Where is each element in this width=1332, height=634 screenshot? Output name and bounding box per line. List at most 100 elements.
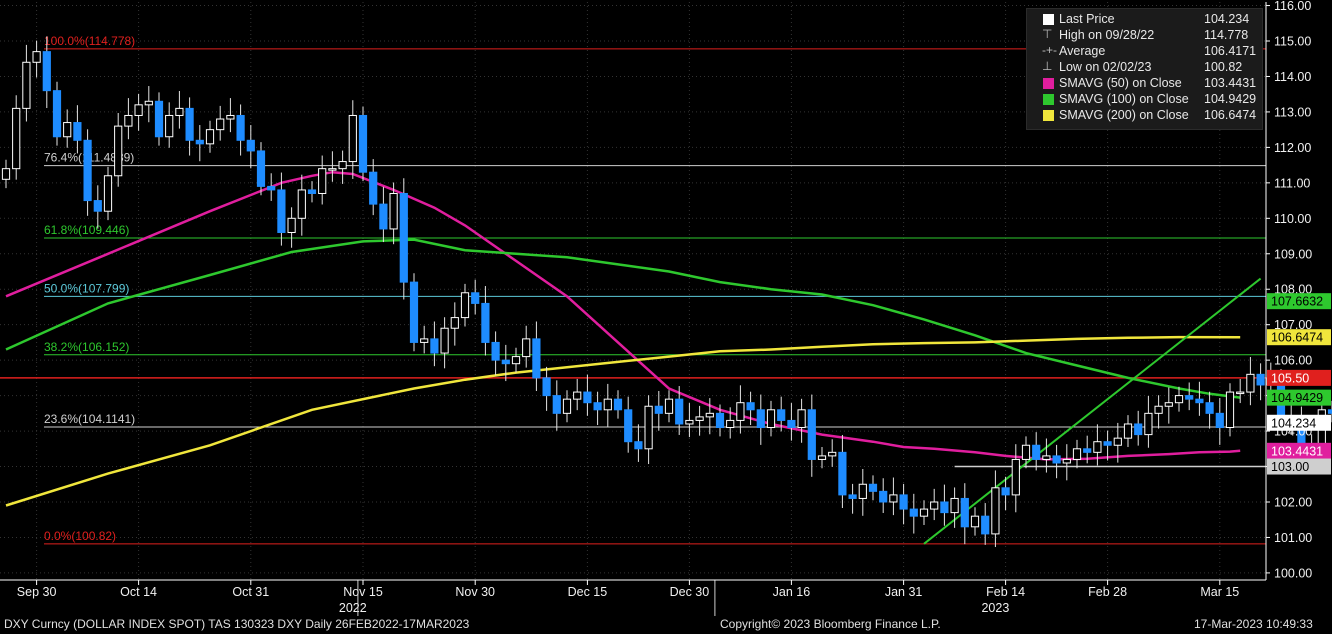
price-tag (1267, 369, 1331, 386)
candle-body (532, 338, 541, 379)
candle-body (124, 114, 133, 127)
y-tick-label: 115.00 (1274, 35, 1311, 49)
x-tick-label: Sep 30 (17, 585, 57, 599)
legend-value: 103.4431 (1204, 76, 1257, 90)
fib-label: 50.0%(107.799) (44, 281, 129, 295)
candle-body (12, 107, 21, 170)
moving-average-line (5, 170, 1241, 461)
legend-box[interactable]: Last Price 104.234 ⊤ High on 09/28/22 11… (1026, 8, 1263, 130)
candle-body (481, 302, 490, 343)
x-tick-label: Oct 14 (120, 585, 157, 599)
y-tick-label: 102.00 (1274, 495, 1312, 509)
candle-body (1093, 441, 1102, 453)
candle-body (134, 104, 143, 116)
candle-body (1123, 423, 1133, 439)
legend-value: 106.4171 (1204, 44, 1257, 58)
candle-body (267, 185, 276, 191)
candle-body (1, 168, 11, 180)
candle-body (1185, 395, 1194, 400)
candle-body (828, 451, 837, 457)
moving-average-line (5, 335, 1241, 507)
y-tick-label: 106.00 (1274, 354, 1312, 368)
legend-value: 104.234 (1204, 12, 1250, 26)
candle-body (1083, 448, 1092, 453)
y-tick-label: 110.00 (1274, 212, 1311, 226)
candle-body (797, 409, 806, 429)
high-marker-icon: ⊤ (1042, 27, 1053, 41)
candle-body (644, 405, 653, 450)
candle-body (685, 419, 694, 425)
legend-label: SMAVG (50) on Close (1059, 76, 1182, 90)
candle-body (1144, 412, 1153, 436)
candle-body (695, 416, 704, 421)
price-tags-layer: 107.6632 106.6474 105.50 104.9429 104.234 103… (1267, 293, 1331, 475)
candle-body (409, 281, 419, 343)
candle-body (1001, 487, 1010, 496)
candle-body (379, 203, 388, 230)
candle-body (552, 395, 561, 414)
candle-body (1113, 437, 1122, 446)
candle-body (1134, 423, 1143, 436)
candle-body (216, 118, 225, 131)
x-tick-label: Mar 15 (1200, 585, 1239, 599)
price-tag (1267, 329, 1331, 346)
moving-average-line (5, 238, 1241, 399)
x-tick-label: Nov 15 (343, 585, 383, 599)
price-tag (1267, 293, 1331, 310)
candle-body (1011, 458, 1020, 496)
candle-body (1103, 441, 1112, 446)
trendline (923, 277, 1262, 545)
candle-body (1154, 405, 1163, 414)
candle-body (73, 122, 82, 141)
y-tick-label: 109.00 (1274, 247, 1312, 261)
price-tag (1267, 458, 1331, 475)
candle-body (32, 51, 41, 63)
candle-body (318, 168, 327, 194)
candle-body (1327, 409, 1332, 414)
candle-body (930, 501, 939, 510)
candle-body (879, 490, 888, 503)
candle-body (664, 398, 674, 414)
x-tick-label: Nov 30 (455, 585, 495, 599)
candle-body (358, 114, 368, 173)
candle-body (603, 398, 612, 411)
candles-layer (1, 36, 1332, 548)
candle-body (246, 139, 255, 152)
candle-body (705, 412, 714, 418)
candle-body (746, 402, 755, 411)
candle-body (848, 494, 857, 499)
x-tick-label: Feb 28 (1088, 585, 1127, 599)
price-tag-label: 104.9429 (1271, 391, 1323, 405)
trendline-layer (923, 277, 1262, 545)
legend-value: 114.778 (1204, 28, 1249, 42)
candle-body (838, 451, 847, 496)
candle-body (491, 341, 500, 361)
x-tick-label: Oct 31 (232, 585, 269, 599)
legend-label: SMAVG (100) on Close (1059, 92, 1189, 106)
candle-body (471, 292, 480, 304)
candle-body (970, 515, 980, 528)
candle-body (1174, 395, 1184, 404)
price-tag (1267, 414, 1331, 431)
legend-low: ⊥ Low on 02/02/23 100.82 (1027, 59, 1262, 76)
candle-body (42, 51, 51, 92)
candle-body (175, 107, 184, 116)
candle-body (675, 398, 684, 425)
price-tag-label: 103.00 (1271, 460, 1309, 474)
y-tick-label: 114.00 (1274, 70, 1311, 84)
candle-body (981, 515, 990, 535)
legend-value: 100.82 (1204, 60, 1243, 74)
x-tick-label: Dec 15 (568, 585, 608, 599)
candle-body (63, 122, 72, 138)
x-tick-label: Jan 31 (885, 585, 923, 599)
footer-timestamp: 17-Mar-2023 10:49:33 (1194, 617, 1313, 631)
candle-body (960, 497, 969, 528)
candle-body (909, 508, 918, 517)
y-tick-label: 101.00 (1274, 531, 1312, 545)
candle-body (1225, 391, 1235, 429)
candle-body (593, 402, 602, 411)
legend-sma50: SMAVG (50) on Close 103.4431 (1027, 76, 1262, 92)
y-tick-label: 100.00 (1274, 566, 1312, 580)
x-tick-label: Feb 14 (986, 585, 1025, 599)
price-tag (1267, 389, 1331, 406)
